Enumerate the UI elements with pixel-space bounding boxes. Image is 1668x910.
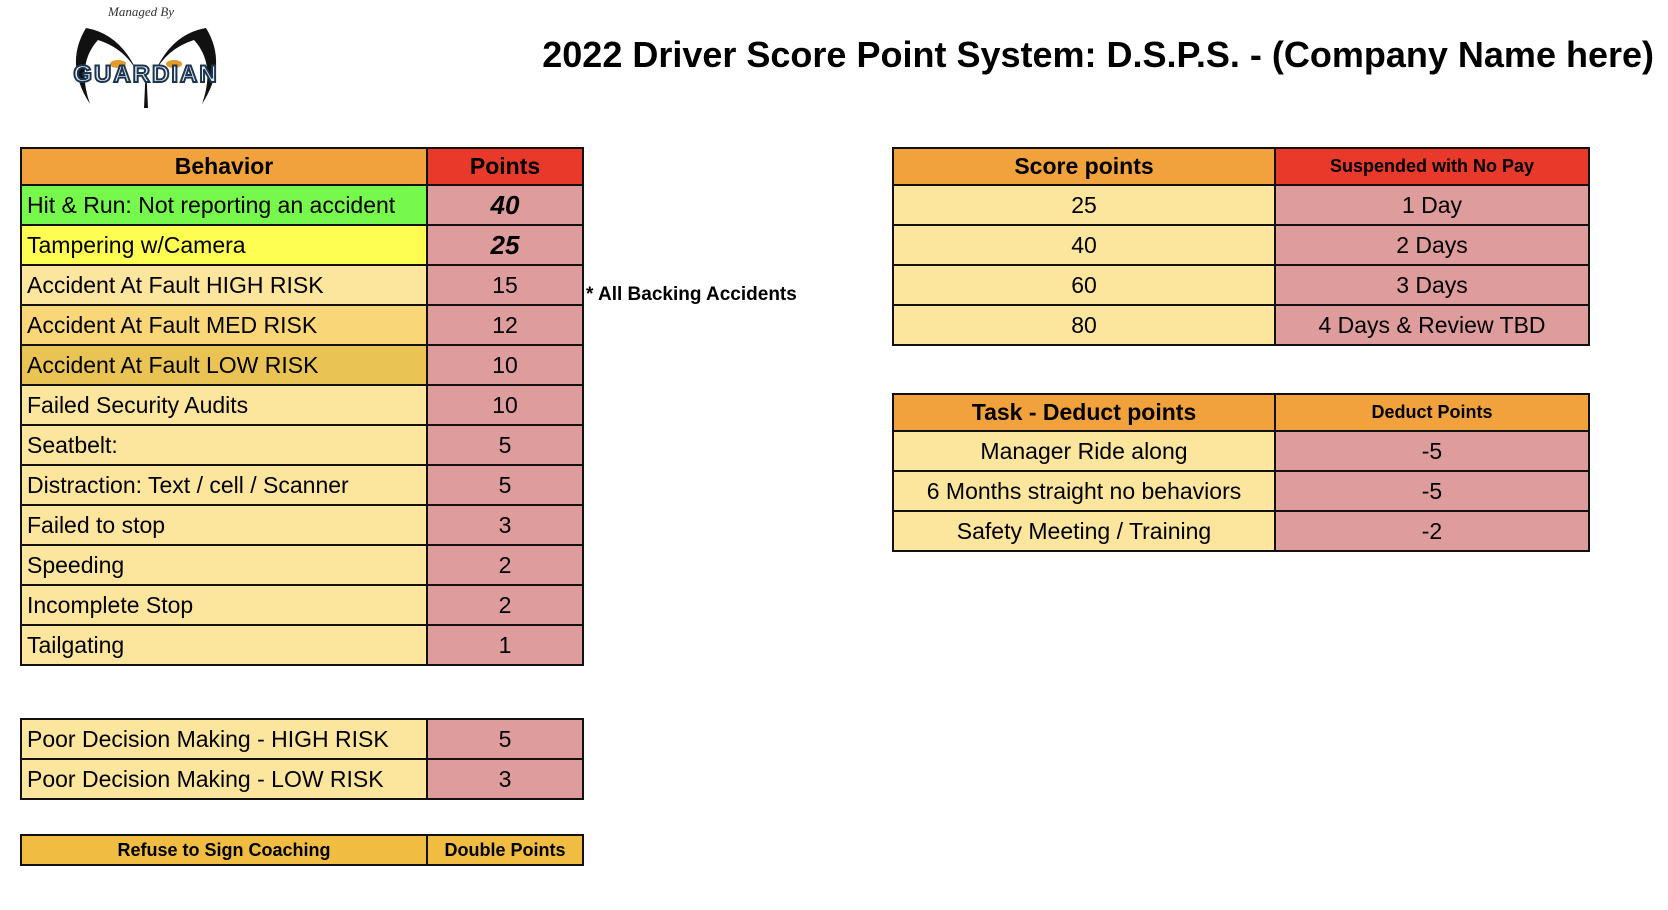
score-points-header: Score points: [892, 147, 1276, 186]
behavior-cell: Speeding: [20, 544, 428, 586]
refuse-coaching-table: Refuse to Sign Coaching Double Points: [20, 834, 584, 866]
behavior-cell: Tampering w/Camera: [20, 224, 428, 266]
deduct-header: Deduct Points: [1274, 393, 1590, 432]
table-row: Tailgating 1: [20, 624, 584, 666]
score-cell: 80: [892, 304, 1276, 346]
task-cell: Safety Meeting / Training: [892, 510, 1276, 552]
score-cell: 60: [892, 264, 1276, 306]
task-header: Task - Deduct points: [892, 393, 1276, 432]
points-cell: 2: [426, 584, 584, 626]
behavior-cell: Failed to stop: [20, 504, 428, 546]
table-row: Poor Decision Making - HIGH RISK 5: [20, 718, 584, 760]
refuse-label: Refuse to Sign Coaching: [20, 834, 428, 866]
table-row: Accident At Fault MED RISK 12: [20, 304, 584, 346]
table-row: Failed Security Audits 10: [20, 384, 584, 426]
behavior-cell: Distraction: Text / cell / Scanner: [20, 464, 428, 506]
points-cell: 1: [426, 624, 584, 666]
table-row: 6 Months straight no behaviors -5: [892, 470, 1590, 512]
behavior-cell: Accident At Fault LOW RISK: [20, 344, 428, 386]
deduct-cell: -5: [1274, 430, 1590, 472]
table-row: Accident At Fault LOW RISK 10: [20, 344, 584, 386]
behavior-cell: Failed Security Audits: [20, 384, 428, 426]
table-row: Tampering w/Camera 25: [20, 224, 584, 266]
behavior-cell: Incomplete Stop: [20, 584, 428, 626]
refuse-row: Refuse to Sign Coaching Double Points: [20, 834, 584, 866]
behavior-header: Behavior: [20, 147, 428, 186]
suspension-cell: 4 Days & Review TBD: [1274, 304, 1590, 346]
table-row: Failed to stop 3: [20, 504, 584, 546]
points-cell: 12: [426, 304, 584, 346]
behavior-cell: Poor Decision Making - HIGH RISK: [20, 718, 428, 760]
score-cell: 25: [892, 184, 1276, 226]
deduct-cell: -2: [1274, 510, 1590, 552]
suspension-cell: 3 Days: [1274, 264, 1590, 306]
points-cell: 5: [426, 464, 584, 506]
deduct-points-table: Task - Deduct points Deduct Points Manag…: [892, 393, 1590, 552]
table-row: Distraction: Text / cell / Scanner 5: [20, 464, 584, 506]
page-title: 2022 Driver Score Point System: D.S.P.S.…: [542, 34, 1654, 75]
table-row: Safety Meeting / Training -2: [892, 510, 1590, 552]
table-row: Manager Ride along -5: [892, 430, 1590, 472]
refuse-value: Double Points: [426, 834, 584, 866]
points-cell: 3: [426, 504, 584, 546]
svg-text:GUARDIAN: GUARDIAN: [73, 61, 218, 88]
behavior-cell: Accident At Fault HIGH RISK: [20, 264, 428, 306]
points-cell: 2: [426, 544, 584, 586]
suspended-header: Suspended with No Pay: [1274, 147, 1590, 186]
table-row: Accident At Fault HIGH RISK 15: [20, 264, 584, 306]
points-cell: 40: [426, 184, 584, 226]
table-row: 25 1 Day: [892, 184, 1590, 226]
behavior-points-table: Behavior Points Hit & Run: Not reporting…: [20, 147, 584, 666]
table-row: Hit & Run: Not reporting an accident 40: [20, 184, 584, 226]
points-cell: 25: [426, 224, 584, 266]
guardian-logo: Managed By GUARDIAN: [26, 4, 266, 112]
score-cell: 40: [892, 224, 1276, 266]
behavior-cell: Hit & Run: Not reporting an accident: [20, 184, 428, 226]
poor-decision-table: Poor Decision Making - HIGH RISK 5 Poor De…: [20, 718, 584, 800]
points-cell: 10: [426, 344, 584, 386]
table-row: Poor Decision Making - LOW RISK 3: [20, 758, 584, 800]
backing-accidents-note: * All Backing Accidents: [586, 284, 797, 305]
logo-tagline: Managed By: [108, 4, 175, 19]
points-cell: 3: [426, 758, 584, 800]
table-row: 80 4 Days & Review TBD: [892, 304, 1590, 346]
behavior-cell: Accident At Fault MED RISK: [20, 304, 428, 346]
behavior-cell: Tailgating: [20, 624, 428, 666]
points-header: Points: [426, 147, 584, 186]
suspension-cell: 1 Day: [1274, 184, 1590, 226]
deduct-cell: -5: [1274, 470, 1590, 512]
table-row: 60 3 Days: [892, 264, 1590, 306]
points-cell: 5: [426, 424, 584, 466]
behavior-cell: Seatbelt:: [20, 424, 428, 466]
table-row: 40 2 Days: [892, 224, 1590, 266]
task-cell: Manager Ride along: [892, 430, 1276, 472]
task-cell: 6 Months straight no behaviors: [892, 470, 1276, 512]
points-cell: 10: [426, 384, 584, 426]
behavior-cell: Poor Decision Making - LOW RISK: [20, 758, 428, 800]
suspension-table: Score points Suspended with No Pay 25 1 D…: [892, 147, 1590, 346]
table-row: Speeding 2: [20, 544, 584, 586]
points-cell: 5: [426, 718, 584, 760]
table-row: Seatbelt: 5: [20, 424, 584, 466]
suspension-cell: 2 Days: [1274, 224, 1590, 266]
points-cell: 15: [426, 264, 584, 306]
table-row: Incomplete Stop 2: [20, 584, 584, 626]
